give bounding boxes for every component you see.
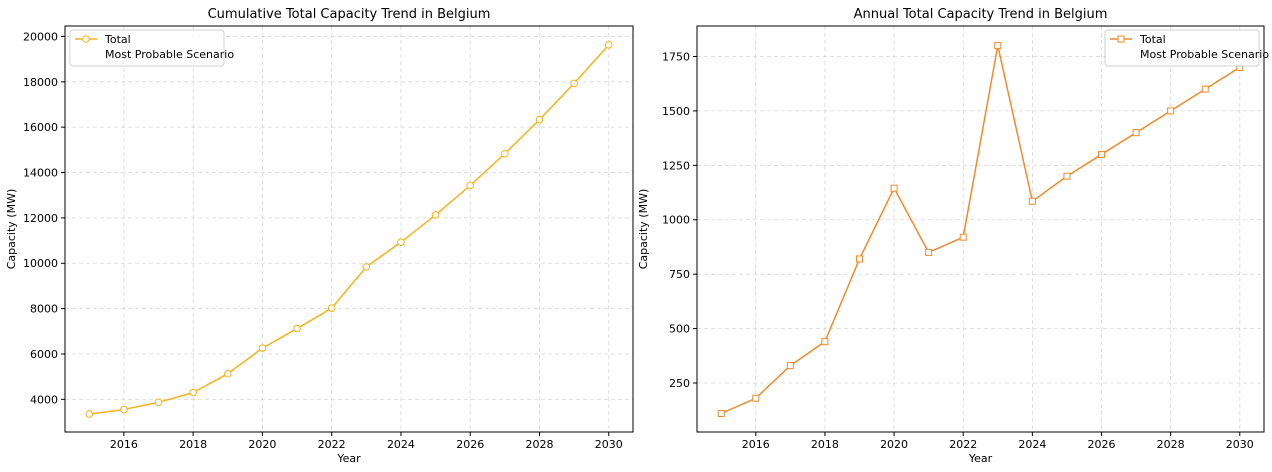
x-tick-label: 2028 xyxy=(1157,438,1185,451)
series-line xyxy=(720,45,1241,415)
x-tick-label: 2016 xyxy=(742,438,770,451)
y-tick-label: 1750 xyxy=(662,50,690,63)
legend-entry: Total xyxy=(1139,33,1166,46)
y-axis-label: Capacity (MW) xyxy=(637,189,650,270)
x-axis-label: Year xyxy=(336,452,361,465)
data-point xyxy=(535,115,544,124)
y-axis-label: Capacity (MW) xyxy=(5,189,18,270)
series-line xyxy=(89,44,610,415)
plot-frame xyxy=(64,25,634,433)
data-point xyxy=(786,362,794,370)
data-point xyxy=(1028,197,1036,205)
y-tick-label: 500 xyxy=(669,323,690,336)
y-tick-label: 16000 xyxy=(23,121,58,134)
x-tick-label: 2030 xyxy=(595,438,623,451)
y-tick-label: 10000 xyxy=(23,257,58,270)
data-point xyxy=(327,304,336,312)
data-point xyxy=(994,42,1002,50)
data-point xyxy=(85,410,94,418)
legend-entry: Total xyxy=(104,33,131,46)
x-tick-label: 2028 xyxy=(525,438,553,451)
x-tick-label: 2016 xyxy=(110,438,138,451)
x-tick-label: 2026 xyxy=(456,438,484,451)
x-tick-label: 2022 xyxy=(949,438,977,451)
y-tick-label: 8000 xyxy=(30,303,58,316)
x-tick-label: 2026 xyxy=(1088,438,1116,451)
legend-entry: Most Probable Scenario xyxy=(1140,48,1269,61)
data-point xyxy=(1201,85,1209,93)
y-tick-label: 6000 xyxy=(30,348,58,361)
legend-box xyxy=(69,29,225,67)
data-point xyxy=(431,211,440,219)
data-point xyxy=(120,405,128,414)
y-tick-label: 20000 xyxy=(23,30,58,43)
data-point xyxy=(855,255,863,263)
data-point xyxy=(925,248,933,256)
y-tick-label: 250 xyxy=(669,377,690,390)
data-point xyxy=(1132,129,1140,137)
x-tick-label: 2020 xyxy=(248,438,276,451)
chart-title: Cumulative Total Capacity Trend in Belgi… xyxy=(208,7,491,22)
data-point xyxy=(223,369,232,378)
data-point xyxy=(189,388,197,397)
data-point xyxy=(821,338,829,346)
legend-marker xyxy=(1117,35,1125,43)
y-tick-label: 12000 xyxy=(23,212,58,225)
legend-marker xyxy=(82,35,90,43)
y-tick-label: 18000 xyxy=(23,76,58,89)
data-point xyxy=(1063,172,1071,180)
data-point xyxy=(959,233,967,241)
y-tick-label: 750 xyxy=(669,268,690,281)
y-tick-label: 4000 xyxy=(30,393,58,406)
y-tick-label: 1250 xyxy=(662,159,690,172)
data-point xyxy=(1167,107,1175,115)
chart-1: 2016 2018 2020 2022 2024 2026 2028 2030 4000 6000… xyxy=(5,7,634,465)
legend: Total Most Probable Scenario xyxy=(69,29,234,67)
x-tick-label: 2022 xyxy=(318,438,346,451)
data-point xyxy=(570,79,578,88)
data-point xyxy=(154,398,163,407)
data-point xyxy=(293,324,301,333)
legend-box xyxy=(1104,29,1260,67)
x-tick-label: 2020 xyxy=(880,438,908,451)
y-tick-label: 1500 xyxy=(662,105,690,118)
chart-2: 2016 2018 2020 2022 2024 2026 2028 2030 250 500 75… xyxy=(637,7,1269,465)
data-point xyxy=(397,238,405,246)
data-point xyxy=(604,41,613,49)
y-tick-label: 1000 xyxy=(662,214,690,227)
y-tick-label: 14000 xyxy=(23,167,58,180)
data-point xyxy=(362,263,371,271)
legend: Total Most Probable Scenario xyxy=(1104,29,1269,67)
x-tick-label: 2018 xyxy=(811,438,839,451)
data-point xyxy=(1098,150,1106,158)
x-tick-label: 2024 xyxy=(1018,438,1046,451)
data-point xyxy=(466,181,475,190)
data-point xyxy=(890,184,898,192)
legend-entry: Most Probable Scenario xyxy=(105,48,234,61)
data-point xyxy=(258,344,267,352)
data-point xyxy=(501,149,509,158)
chart-title: Annual Total Capacity Trend in Belgium xyxy=(854,7,1108,22)
x-tick-label: 2024 xyxy=(387,438,415,451)
x-tick-label: 2030 xyxy=(1226,438,1254,451)
data-point xyxy=(752,394,760,402)
plot-frame xyxy=(696,25,1265,433)
x-axis-label: Year xyxy=(968,452,993,465)
data-point xyxy=(717,409,725,417)
x-tick-label: 2018 xyxy=(179,438,207,451)
